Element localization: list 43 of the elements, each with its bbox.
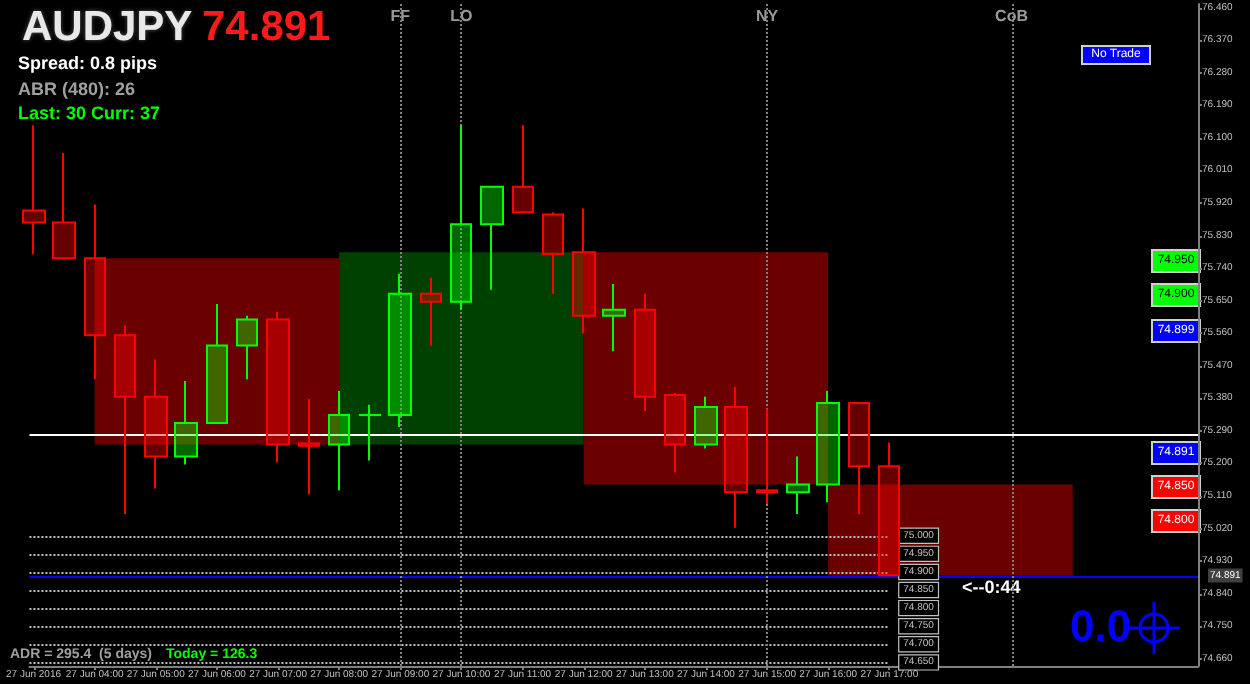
candlestick <box>144 358 168 490</box>
candlestick <box>450 124 472 311</box>
annotation: 74.891 <box>202 4 332 50</box>
candlestick <box>634 292 656 412</box>
candlestick <box>786 455 810 516</box>
candlestick <box>878 441 900 577</box>
candlestick <box>848 402 870 516</box>
candlestick <box>236 314 258 381</box>
ref-line-label: LO <box>450 7 473 25</box>
candlestick <box>84 203 106 381</box>
annotation: Spread: 0.8 pips <box>18 53 158 73</box>
candlestick <box>358 403 382 462</box>
ref-line-label: CoB <box>995 7 1029 25</box>
candlestick <box>52 152 76 260</box>
candlestick <box>512 124 534 214</box>
candlestick <box>174 379 198 466</box>
annotation: <--0:44 <box>962 577 1021 597</box>
candlestick <box>114 324 136 516</box>
candlestick <box>664 391 686 474</box>
ref-line-label: NY <box>755 7 780 25</box>
candlestick <box>602 282 626 353</box>
candlestick <box>266 310 290 464</box>
candlestick <box>756 407 778 505</box>
candlestick <box>388 272 412 428</box>
bar <box>583 252 829 485</box>
annotation: Last: 30 Curr: 37 <box>18 103 161 123</box>
candlestick <box>420 276 442 347</box>
candlestick <box>724 386 748 529</box>
bar <box>828 484 1073 576</box>
annotation: 0.0 <box>1070 601 1132 651</box>
candlestick <box>206 302 228 424</box>
candlestick <box>694 395 718 450</box>
candlestick <box>542 211 564 295</box>
annotation: ABR (480): 26 <box>18 79 136 99</box>
candlestick <box>572 207 596 335</box>
bar <box>94 258 340 445</box>
bar <box>339 252 584 445</box>
candlestick <box>22 124 46 256</box>
candlestick <box>328 390 350 492</box>
candlestick <box>816 390 840 504</box>
candlestick <box>480 185 504 291</box>
candlestick <box>298 398 320 496</box>
chart-title: AUDJPY <box>22 4 193 50</box>
